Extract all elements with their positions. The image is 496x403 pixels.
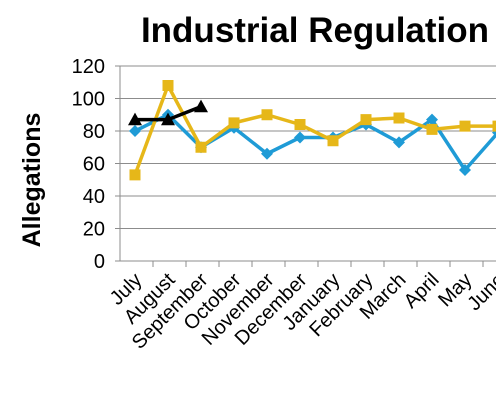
y-tick-label: 60 bbox=[83, 154, 105, 176]
data-point-square bbox=[295, 119, 306, 130]
data-point-square bbox=[130, 169, 141, 180]
data-point-square bbox=[427, 124, 438, 135]
y-tick-label: 40 bbox=[83, 186, 105, 208]
y-tick-label: 120 bbox=[72, 56, 105, 78]
data-point-diamond bbox=[294, 132, 306, 144]
y-tick-label: 0 bbox=[94, 251, 105, 273]
chart-title: Industrial Regulation bbox=[141, 11, 489, 50]
data-point-square bbox=[460, 121, 471, 132]
y-tick-label: 100 bbox=[72, 89, 105, 111]
data-point-square bbox=[361, 114, 372, 125]
data-point-square bbox=[328, 135, 339, 146]
data-point-square bbox=[493, 121, 496, 132]
y-tick-label: 20 bbox=[83, 219, 105, 241]
y-tick-labels: 0 20 40 60 80 100 120 bbox=[72, 56, 105, 273]
data-point-square bbox=[196, 142, 207, 153]
series-layer bbox=[128, 80, 496, 180]
data-point-square bbox=[394, 113, 405, 124]
x-tick-labels: JulyAugustSeptemberOctoberNovemberDecemb… bbox=[106, 269, 496, 354]
gridlines bbox=[120, 66, 496, 229]
data-point-triangle bbox=[194, 100, 208, 113]
data-point-diamond bbox=[129, 125, 141, 137]
x-tick-label: April bbox=[400, 269, 444, 313]
data-point-square bbox=[229, 117, 240, 128]
data-point-square bbox=[163, 80, 174, 91]
y-tick-label: 80 bbox=[83, 121, 105, 143]
data-point-square bbox=[262, 109, 273, 120]
y-axis-title: Allegations bbox=[18, 113, 46, 248]
